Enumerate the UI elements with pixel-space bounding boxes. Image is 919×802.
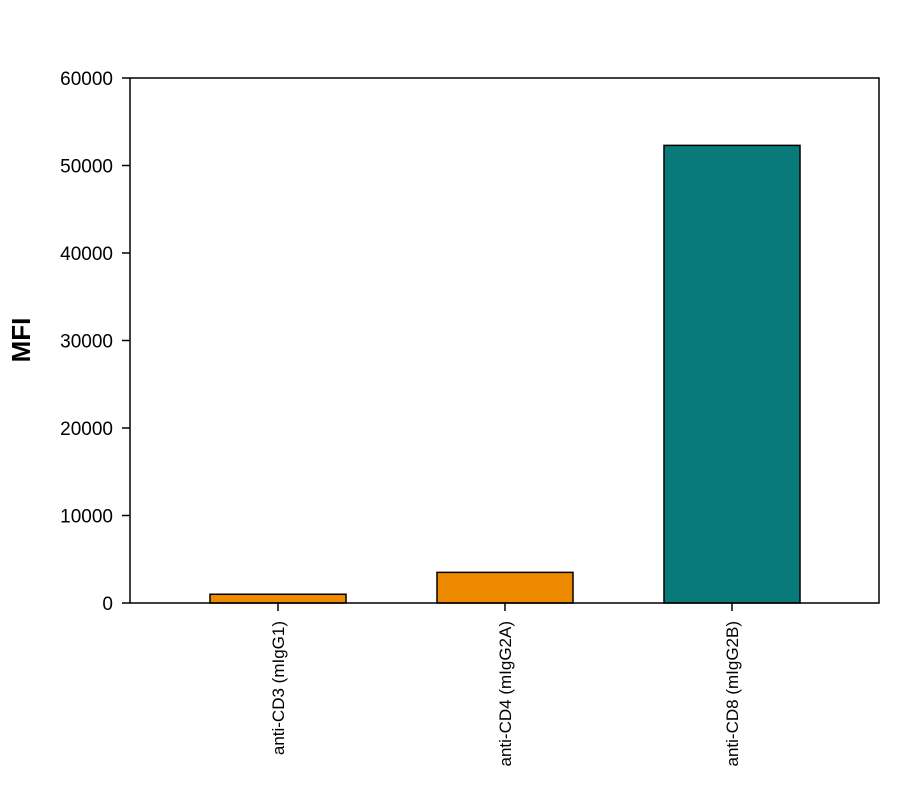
y-tick-label: 50000: [60, 157, 113, 178]
y-tick-label: 0: [102, 594, 113, 615]
bars: [209, 144, 801, 604]
y-tick-label: 20000: [60, 419, 113, 440]
y-tick-label: 60000: [60, 69, 113, 90]
x-tick-label: anti-CD4 (mIgG2A): [496, 621, 515, 766]
x-tick-label: anti-CD8 (mIgG2B): [723, 621, 742, 766]
y-tick-label: 40000: [60, 244, 113, 265]
y-tick-label: 30000: [60, 332, 113, 353]
y-tick-label: 10000: [60, 507, 113, 528]
x-tick-label: anti-CD3 (mIgG1): [269, 621, 288, 755]
x-axis: anti-CD3 (mIgG1) anti-CD4 (mIgG2A) anti-CD…: [269, 603, 742, 766]
bar: [663, 144, 801, 604]
bar: [436, 571, 574, 604]
bar: [209, 593, 347, 604]
y-axis-title: MFI: [6, 318, 36, 363]
y-axis: 0 10000 20000 30000 40000 50000 60000: [60, 69, 130, 615]
